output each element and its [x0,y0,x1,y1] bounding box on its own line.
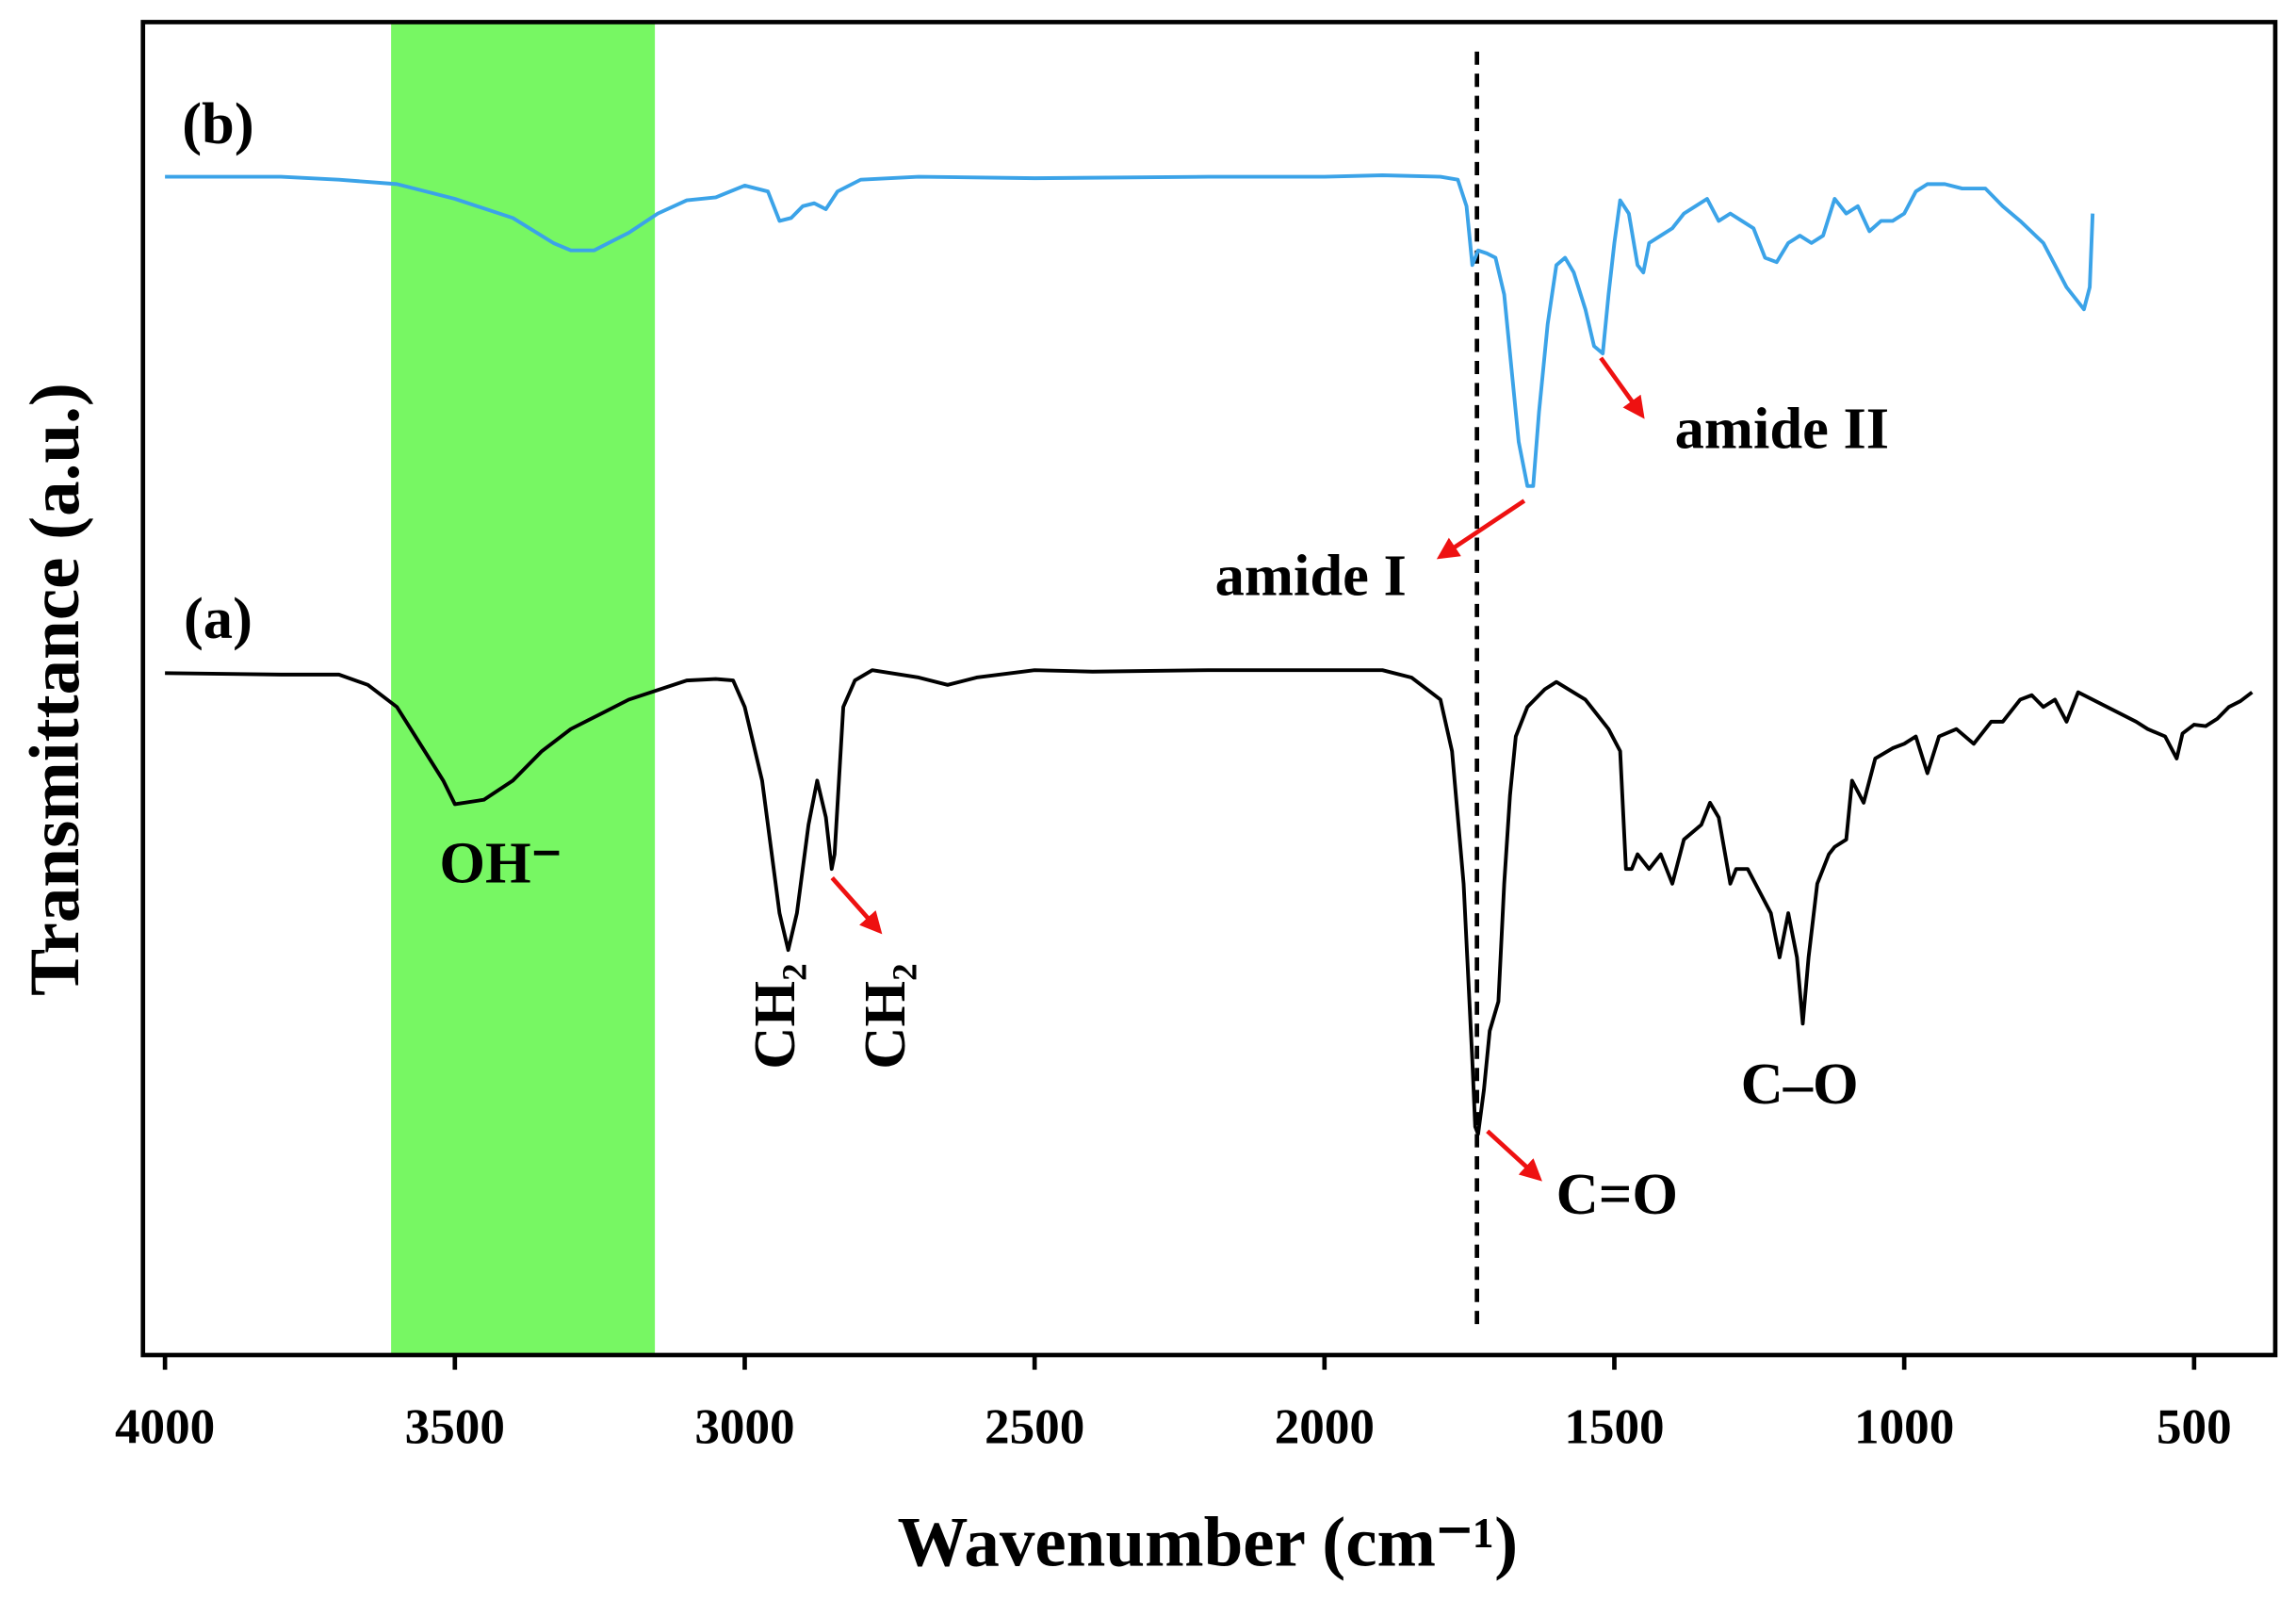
series-label: (a) [184,585,252,651]
x-tick-label: 2500 [985,1399,1084,1454]
arrows [830,356,1645,1182]
arrow [1436,498,1526,560]
x-tick-label: 500 [2157,1399,2232,1454]
series-label: (b) [182,90,253,156]
annotation: CH₂ [852,963,918,1070]
x-tick-label: 3000 [694,1399,794,1454]
annotation: amide I [1215,543,1407,609]
annotation: OH⁻ [439,830,562,896]
annotation: CH₂ [741,963,807,1070]
annotation: C–O [1741,1051,1859,1117]
x-tick-label: 1000 [1854,1399,1954,1454]
x-axis-title: Wavenumber (cm⁻¹) [897,1504,1518,1582]
shaded-band [391,22,656,1355]
x-tick-label: 1500 [1564,1399,1664,1454]
x-tick-label: 4000 [115,1399,215,1454]
arrow [1486,1129,1542,1182]
background-layer [391,22,656,1355]
x-tick-label: 2000 [1275,1399,1375,1454]
x-tick-label: 3500 [405,1399,505,1454]
arrow [830,876,883,935]
spectrum-line [165,173,2095,488]
spectrum-line [165,668,2254,1136]
y-axis-title: Transmittance (a.u.) [16,383,94,996]
arrow [1599,356,1645,419]
plot-frame [140,20,2278,1358]
annotation: amide II [1675,395,1890,461]
annotation: C=O [1556,1161,1678,1227]
